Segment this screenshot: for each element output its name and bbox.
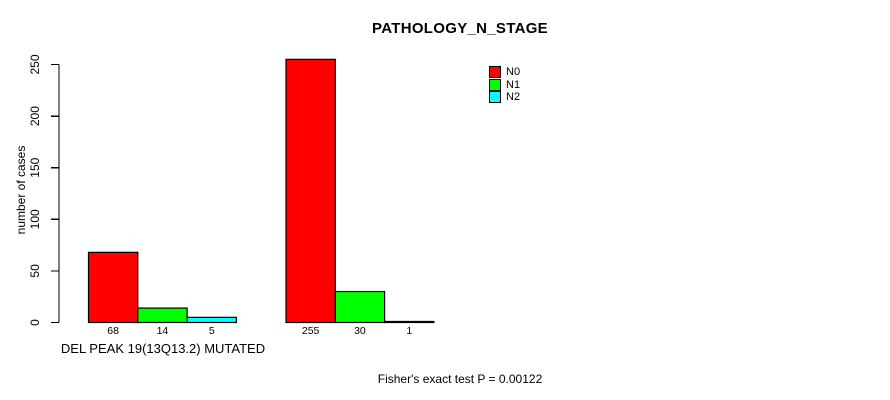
legend-swatch-N0 <box>489 66 501 79</box>
y-tick-label: 200 <box>28 106 42 126</box>
chart-title: PATHOLOGY_N_STAGE <box>372 20 548 37</box>
legend-item-N1: N1 <box>489 78 521 92</box>
y-tick-label: 150 <box>28 157 42 177</box>
bar-value-label: 30 <box>354 325 366 337</box>
bar-value-label: 255 <box>302 325 320 337</box>
bar-N0-group1 <box>87 251 139 324</box>
bar-value-label: 5 <box>209 325 215 337</box>
legend-item-N0: N0 <box>489 66 520 79</box>
legend-item-N2: N2 <box>489 91 520 104</box>
legend-swatch-N1 <box>489 78 501 91</box>
bar-N1-group2 <box>334 290 386 324</box>
bar-N1-group1 <box>137 307 188 324</box>
legend-label: N2 <box>506 91 521 104</box>
group1-axis-label: DEL PEAK 19(13Q13.2) MUTATED <box>60 341 266 356</box>
bar-value-label: 68 <box>107 325 119 337</box>
y-tick-label: 0 <box>28 319 42 326</box>
legend: N0 N1 N2 <box>489 66 520 104</box>
bar-N2-group1 <box>186 316 238 324</box>
fisher-test-footnote: Fisher's exact test P = 0.00122 <box>377 372 543 386</box>
legend-label: N0 <box>506 66 521 79</box>
y-tick-label: 250 <box>28 54 42 74</box>
legend-swatch-N2 <box>489 91 501 104</box>
bar-N2-group2 <box>384 320 435 324</box>
y-tick-label: 100 <box>28 209 42 229</box>
bar-value-label: 1 <box>406 325 412 337</box>
bar-N0-group2 <box>285 58 336 324</box>
y-tick-label: 50 <box>28 264 42 278</box>
bar-value-label: 14 <box>157 325 169 337</box>
legend-label: N1 <box>506 78 521 91</box>
